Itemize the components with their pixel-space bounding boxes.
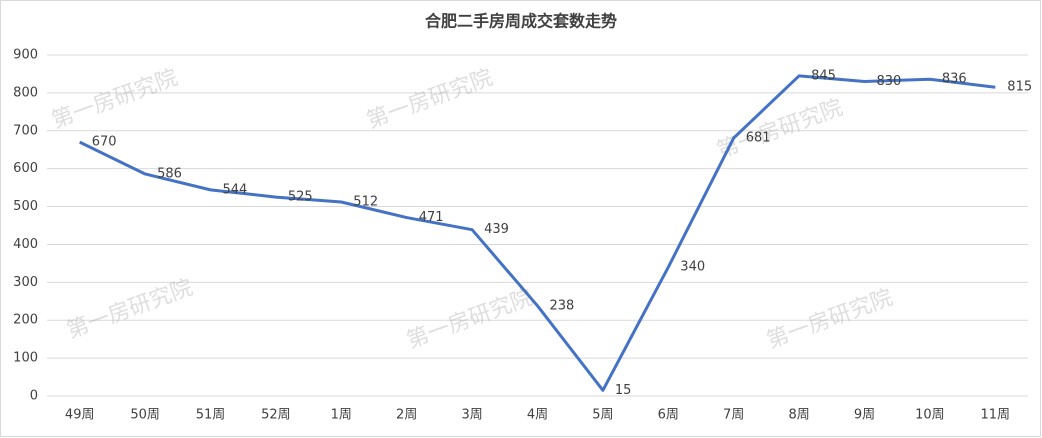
x-tick-label: 7周 [723,408,744,423]
y-tick-label: 300 [13,275,38,290]
data-line [79,74,996,392]
data-label: 512 [353,195,378,210]
y-tick-label: 600 [13,161,38,176]
y-tick-label: 700 [13,123,38,138]
x-tick-label: 3周 [461,408,482,423]
x-tick-label: 51周 [196,408,226,423]
data-label: 471 [419,210,444,225]
x-tick-label: 10周 [915,408,945,423]
x-tick-label: 9周 [854,408,875,423]
x-tick-label: 52周 [261,408,291,423]
x-tick-label: 2周 [396,408,417,423]
x-tick-label: 49周 [65,408,95,423]
data-label: 815 [1007,80,1032,95]
x-tick-label: 6周 [658,408,679,423]
x-tick-label: 50周 [130,408,160,423]
data-label: 586 [157,166,182,181]
data-label: 836 [942,72,967,87]
data-label: 544 [223,182,248,197]
y-tick-label: 100 [13,351,38,366]
data-label: 15 [615,383,632,398]
data-label: 830 [877,74,902,89]
data-label: 525 [288,190,313,205]
data-label: 439 [484,222,509,237]
y-tick-label: 800 [13,85,38,100]
x-tick-label: 4周 [527,408,548,423]
data-label: 845 [811,68,836,83]
y-tick-label: 500 [13,199,38,214]
chart-title: 合肥二手房周成交套数走势 [425,12,617,31]
y-tick-label: 0 [30,389,38,404]
x-tick-label: 5周 [592,408,613,423]
data-label: 340 [680,260,705,275]
data-label: 238 [550,298,575,313]
data-label: 681 [746,130,771,145]
y-tick-label: 400 [13,237,38,252]
y-tick-label: 200 [13,313,38,328]
data-label: 670 [92,135,117,150]
x-tick-label: 11周 [981,408,1011,423]
x-tick-label: 1周 [331,408,352,423]
x-tick-label: 8周 [788,408,809,423]
y-tick-label: 900 [13,48,38,63]
